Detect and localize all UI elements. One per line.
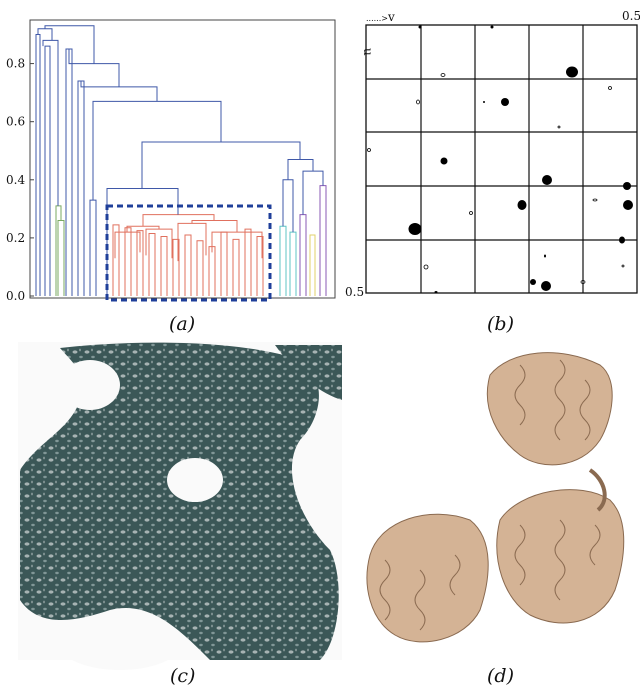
solvent-hole [167, 458, 223, 502]
dendrogram-link [232, 238, 240, 296]
protein-domain-top [486, 352, 613, 466]
y-tick-label: 0.6 [6, 115, 25, 129]
solvent-region [60, 360, 120, 410]
dendrogram-link [124, 227, 132, 296]
protein-domain-right [496, 468, 625, 624]
protein-ribbon [486, 352, 613, 466]
panel-c: (c) [18, 342, 342, 687]
dendrogram-link [211, 231, 263, 259]
dendrogram-link [191, 219, 238, 233]
dendrogram-link [142, 214, 215, 227]
dendrogram-link [177, 222, 207, 262]
y-axis: 0.0 0.2 0.4 0.6 0.8 [6, 57, 34, 303]
dendrogram-link [208, 246, 216, 296]
peak-blob [530, 279, 536, 285]
grid-lines [366, 25, 637, 293]
map-frame [365, 24, 638, 294]
panel-d: (d) [366, 352, 625, 687]
dendrogram-link [256, 235, 264, 296]
panel-a: 0.0 0.2 0.4 0.6 0.8 (a) [6, 19, 336, 335]
dendrogram-link [309, 234, 316, 296]
peak-blob [566, 66, 578, 78]
dendrogram-link [279, 225, 287, 296]
dendrogram-link [148, 233, 156, 296]
peak-blob [542, 175, 552, 185]
peak-blob [440, 157, 448, 165]
peak-blob [434, 291, 438, 293]
y-tick-label: 0.4 [6, 173, 25, 187]
dendrogram-link [244, 228, 252, 296]
dendrogram-link [172, 238, 180, 296]
dendrogram-link [55, 205, 62, 296]
axis-label-u: u [361, 48, 375, 56]
dendrogram-link [282, 179, 294, 233]
peak-blob [619, 236, 625, 244]
dendrogram-link [92, 100, 222, 201]
dendrogram [35, 25, 327, 296]
panel-b: ......>v u 0.5 0.5 (b) [345, 9, 640, 335]
y-tick-label: 0.8 [6, 57, 25, 71]
protein-ribbon [366, 513, 489, 643]
y-tick-label: 0.0 [6, 289, 25, 303]
peak-blob [418, 25, 422, 29]
protein-domain-left [366, 513, 489, 643]
dendrogram-link [80, 81, 158, 102]
solvent-region [60, 620, 180, 670]
peak-blob [483, 101, 485, 103]
dendrogram-link [196, 240, 204, 296]
corner-label-top-right: 0.5 [622, 9, 640, 23]
dendrogram-link [160, 235, 168, 296]
dendrogram-link [136, 230, 144, 296]
peak-blob [544, 254, 546, 258]
dendrogram-link [112, 224, 120, 296]
protein-ribbon [496, 489, 625, 624]
dendrogram-link [44, 25, 95, 64]
peak-blob [541, 281, 551, 291]
corner-label-bottom-left: 0.5 [345, 285, 364, 299]
caption-c: (c) [170, 665, 195, 687]
peak-blobs [408, 25, 633, 293]
peak-blob [517, 200, 527, 210]
contour-specks [367, 73, 625, 284]
dendrogram-link [126, 225, 160, 233]
caption-b: (b) [487, 313, 514, 335]
dendrogram-link [287, 158, 314, 180]
dendrogram-link [35, 34, 41, 296]
dendrogram-link [42, 39, 59, 206]
dendrogram-link [184, 234, 192, 296]
highlight-box [105, 204, 272, 302]
caption-a: (a) [169, 313, 195, 335]
dendrogram-link [289, 231, 297, 296]
peak-blob [490, 25, 494, 29]
dendrogram-link [302, 170, 324, 215]
axis-label-v: ......>v [366, 10, 395, 24]
dendrogram-link [44, 45, 51, 296]
y-tick-label: 0.2 [6, 231, 25, 245]
dendrogram-link [141, 141, 301, 189]
density-blobs [20, 342, 342, 660]
dendrogram-link [89, 199, 97, 296]
dendrogram-link [299, 214, 307, 296]
dendrogram-link [145, 228, 173, 259]
dendrogram-link [57, 219, 65, 296]
peak-blob [408, 223, 422, 235]
peak-blob [623, 200, 633, 210]
dendrogram-link [65, 48, 73, 296]
dendrogram-link [37, 28, 53, 41]
dendrogram-link [77, 80, 85, 296]
dendrogram-link [220, 231, 228, 296]
peak-blob [501, 98, 509, 106]
peak-blob [623, 182, 631, 190]
plot-frame [29, 19, 336, 299]
dendrogram-link [319, 185, 327, 296]
caption-d: (d) [487, 665, 514, 687]
